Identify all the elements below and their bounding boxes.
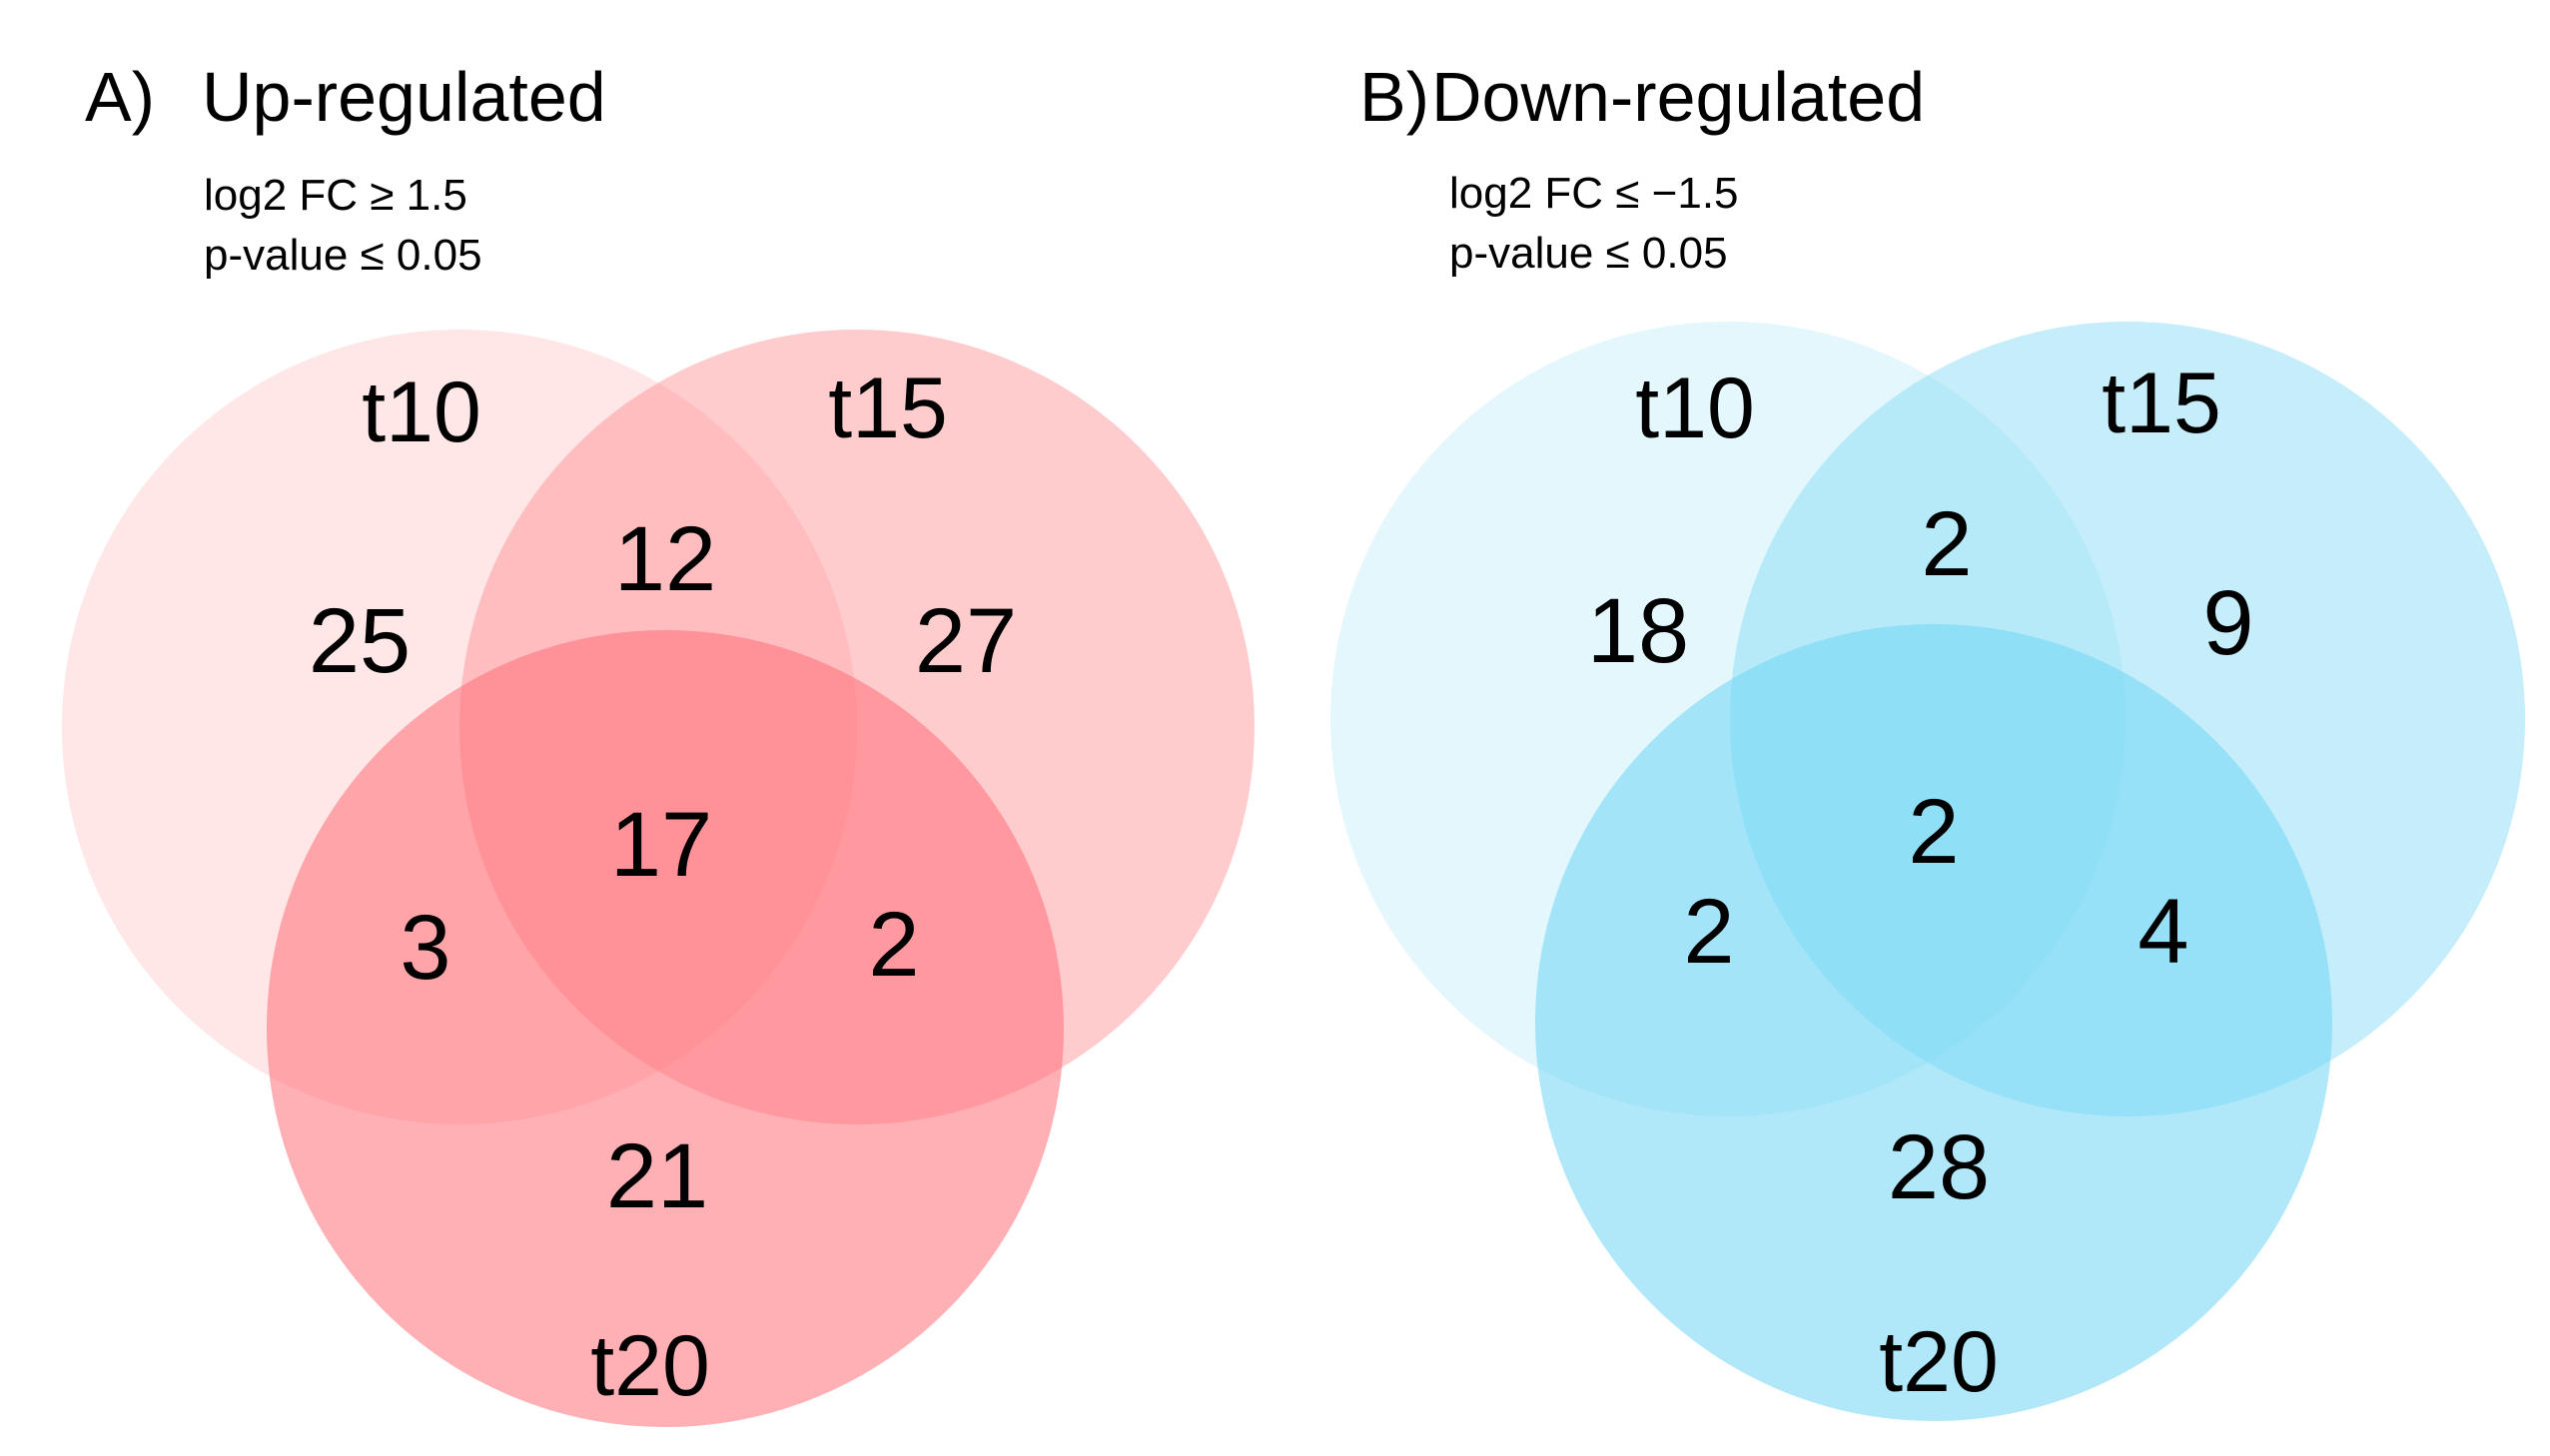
region-count-t15-only: 27	[915, 590, 1017, 692]
set-label-t15: t15	[2102, 356, 2221, 451]
panel-a-title-text: Up-regulated	[202, 58, 606, 136]
set-label-t10: t10	[1635, 361, 1755, 456]
region-count-t10-t20: 2	[1683, 881, 1734, 983]
panel-b-pvalue-threshold: p-value ≤ 0.05	[1449, 229, 1728, 278]
panel-b-letter: B)	[1359, 58, 1429, 136]
panel-a-letter: A)	[85, 58, 155, 136]
circle-t20	[267, 630, 1064, 1427]
region-count-t15-t20: 4	[2137, 881, 2188, 983]
region-count-t10-t15-t20: 17	[610, 794, 712, 896]
region-count-t15-only: 9	[2202, 572, 2253, 674]
panel-b-criteria: log2 FC ≤ −1.5 p-value ≤ 0.05	[1449, 164, 1739, 284]
region-count-t15-t20: 2	[868, 894, 919, 996]
panel-a-criteria: log2 FC ≥ 1.5 p-value ≤ 0.05	[204, 166, 482, 286]
region-count-t10-t15-t20: 2	[1908, 781, 1959, 883]
region-count-t10-only: 25	[309, 590, 411, 692]
set-label-t15: t15	[828, 361, 948, 456]
set-label-t20: t20	[590, 1318, 710, 1414]
region-count-t20-only: 28	[1888, 1116, 1990, 1218]
region-count-t10-t15: 2	[1921, 493, 1972, 595]
circle-t20	[1535, 624, 2332, 1421]
set-label-t20: t20	[1879, 1314, 1999, 1410]
venn-down-regulated: t10 t15 t20 18 2 9 2 2 4 28	[1330, 322, 2525, 1421]
region-count-t20-only: 21	[606, 1125, 708, 1227]
panel-b-title-text: Down-regulated	[1431, 58, 1926, 136]
panel-a-pvalue-threshold: p-value ≤ 0.05	[204, 231, 482, 280]
venn-up-regulated: t10 t15 t20 25 12 27 17 3 2 21	[62, 330, 1255, 1427]
region-count-t10-t15: 12	[614, 508, 716, 610]
panel-b-fc-threshold: log2 FC ≤ −1.5	[1449, 169, 1739, 218]
set-label-t10: t10	[362, 364, 481, 460]
region-count-t10-only: 18	[1587, 580, 1689, 682]
panel-a-fc-threshold: log2 FC ≥ 1.5	[204, 171, 467, 220]
region-count-t10-t20: 3	[400, 897, 450, 999]
